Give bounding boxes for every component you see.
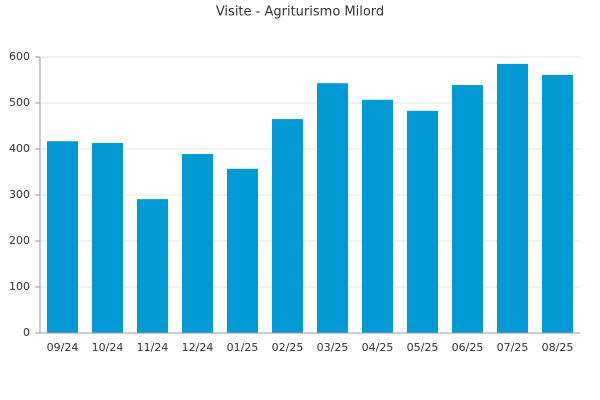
bar: [541, 74, 574, 333]
x-tick-label: 09/24: [47, 341, 79, 354]
bar: [361, 99, 394, 333]
y-tick-label: 200: [9, 234, 30, 247]
x-tick-label: 06/25: [452, 341, 484, 354]
x-tick-label: 10/24: [92, 341, 124, 354]
x-tick-label: 01/25: [227, 341, 259, 354]
x-tick-label: 12/24: [182, 341, 214, 354]
y-tick-label: 400: [9, 142, 30, 155]
x-tick-label: 02/25: [272, 341, 304, 354]
bar: [46, 141, 79, 333]
bar: [136, 199, 169, 333]
x-tick-label: 11/24: [137, 341, 169, 354]
bar: [406, 110, 439, 333]
bar: [181, 154, 214, 333]
y-tick-label: 600: [9, 50, 30, 63]
x-tick-label: 04/25: [362, 341, 394, 354]
x-tick-label: 03/25: [317, 341, 349, 354]
chart-title: Visite - Agriturismo Milord: [216, 5, 384, 20]
y-tick-label: 0: [23, 326, 30, 339]
bar: [226, 168, 259, 333]
y-tick-label: 300: [9, 188, 30, 201]
bar: [496, 63, 529, 334]
x-tick-label: 07/25: [497, 341, 529, 354]
bar: [271, 119, 304, 333]
bar: [451, 85, 484, 333]
bar: [91, 143, 124, 333]
y-tick-label: 100: [9, 280, 30, 293]
x-tick-label: 05/25: [407, 341, 439, 354]
bar: [316, 83, 349, 333]
y-tick-label: 500: [9, 96, 30, 109]
x-tick-label: 08/25: [542, 341, 574, 354]
